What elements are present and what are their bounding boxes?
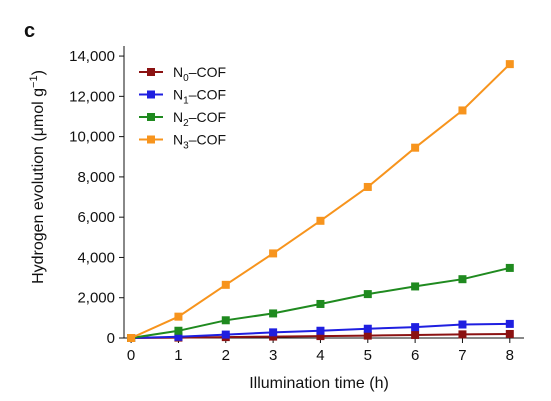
x-axis-title: Illumination time (h): [249, 375, 389, 392]
x-tick-label: 3: [269, 347, 277, 364]
y-tick-label: 6,000: [77, 209, 115, 226]
legend-label: N1–COF: [173, 87, 226, 107]
data-point: [221, 330, 230, 339]
data-point: [316, 326, 325, 335]
data-point: [411, 282, 420, 291]
y-tick-label: 8,000: [77, 169, 115, 186]
x-tick-label: 6: [411, 347, 419, 364]
y-tick-label: 10,000: [69, 129, 115, 146]
data-point: [127, 334, 136, 342]
data-point: [269, 332, 278, 341]
legend-marker: [147, 90, 155, 99]
data-point: [411, 330, 420, 339]
legend-label: N0–COF: [173, 64, 226, 84]
legend-label: N3–COF: [173, 132, 226, 152]
data-point: [505, 329, 514, 338]
data-point: [269, 328, 278, 337]
data-point: [458, 106, 467, 115]
series-N2–COF: [127, 263, 514, 342]
axes: 0 1 2 3 4 5 6 7 8 0 2,000 4,000 6,000 8,000 10,000 12,0…: [69, 46, 524, 364]
y-axis-title-superscript: −1: [28, 75, 40, 88]
data-point: [316, 332, 325, 341]
legend-item: N2–COF: [139, 109, 226, 129]
y-tick-label: 0: [107, 330, 115, 347]
x-tick-label: 2: [222, 347, 230, 364]
data-point: [221, 316, 230, 325]
data-point: [363, 331, 372, 340]
data-point: [174, 332, 183, 341]
legend-item: N0–COF: [139, 64, 226, 84]
data-point: [458, 320, 467, 329]
y-tick-label: 4,000: [77, 249, 115, 266]
data-point: [458, 275, 467, 284]
data-point: [505, 60, 514, 69]
x-tick-label: 5: [364, 347, 372, 364]
legend-marker: [147, 68, 155, 76]
x-tick-label: 4: [316, 347, 324, 364]
data-point: [505, 263, 514, 272]
legend-item: N3–COF: [139, 132, 226, 152]
y-tick-label: 14,000: [69, 48, 115, 65]
data-point: [221, 280, 230, 289]
x-tick-label: 8: [506, 347, 514, 364]
data-point: [458, 330, 467, 339]
data-point: [316, 216, 325, 225]
legend-marker: [147, 135, 155, 144]
data-point: [411, 323, 420, 332]
data-point: [363, 290, 372, 299]
y-axis-title: Hydrogen evolution (μmol g−1): [28, 70, 47, 284]
data-point: [505, 319, 514, 328]
data-point: [363, 182, 372, 191]
x-tick-label: 1: [174, 347, 182, 364]
y-tick-label: 12,000: [69, 88, 115, 105]
data-point: [269, 309, 278, 318]
y-axis-title-tail: ): [30, 70, 47, 75]
x-tick-label: 7: [458, 347, 466, 364]
y-tick-label: 2,000: [77, 290, 115, 307]
data-point: [411, 143, 420, 152]
legend-marker: [147, 113, 155, 121]
y-axis-title-main: Hydrogen evolution (μmol g: [30, 88, 47, 284]
data-point: [269, 249, 278, 258]
series-N3–COF: [127, 60, 514, 342]
data-point: [316, 299, 325, 308]
panel-label: c: [24, 20, 35, 42]
series-layer: [127, 60, 514, 342]
data-point: [363, 324, 372, 333]
data-point: [174, 326, 183, 335]
data-point: [174, 312, 183, 321]
legend-item: N1–COF: [139, 87, 226, 107]
legend-label: N2–COF: [173, 109, 226, 129]
x-tick-label: 0: [127, 347, 135, 364]
